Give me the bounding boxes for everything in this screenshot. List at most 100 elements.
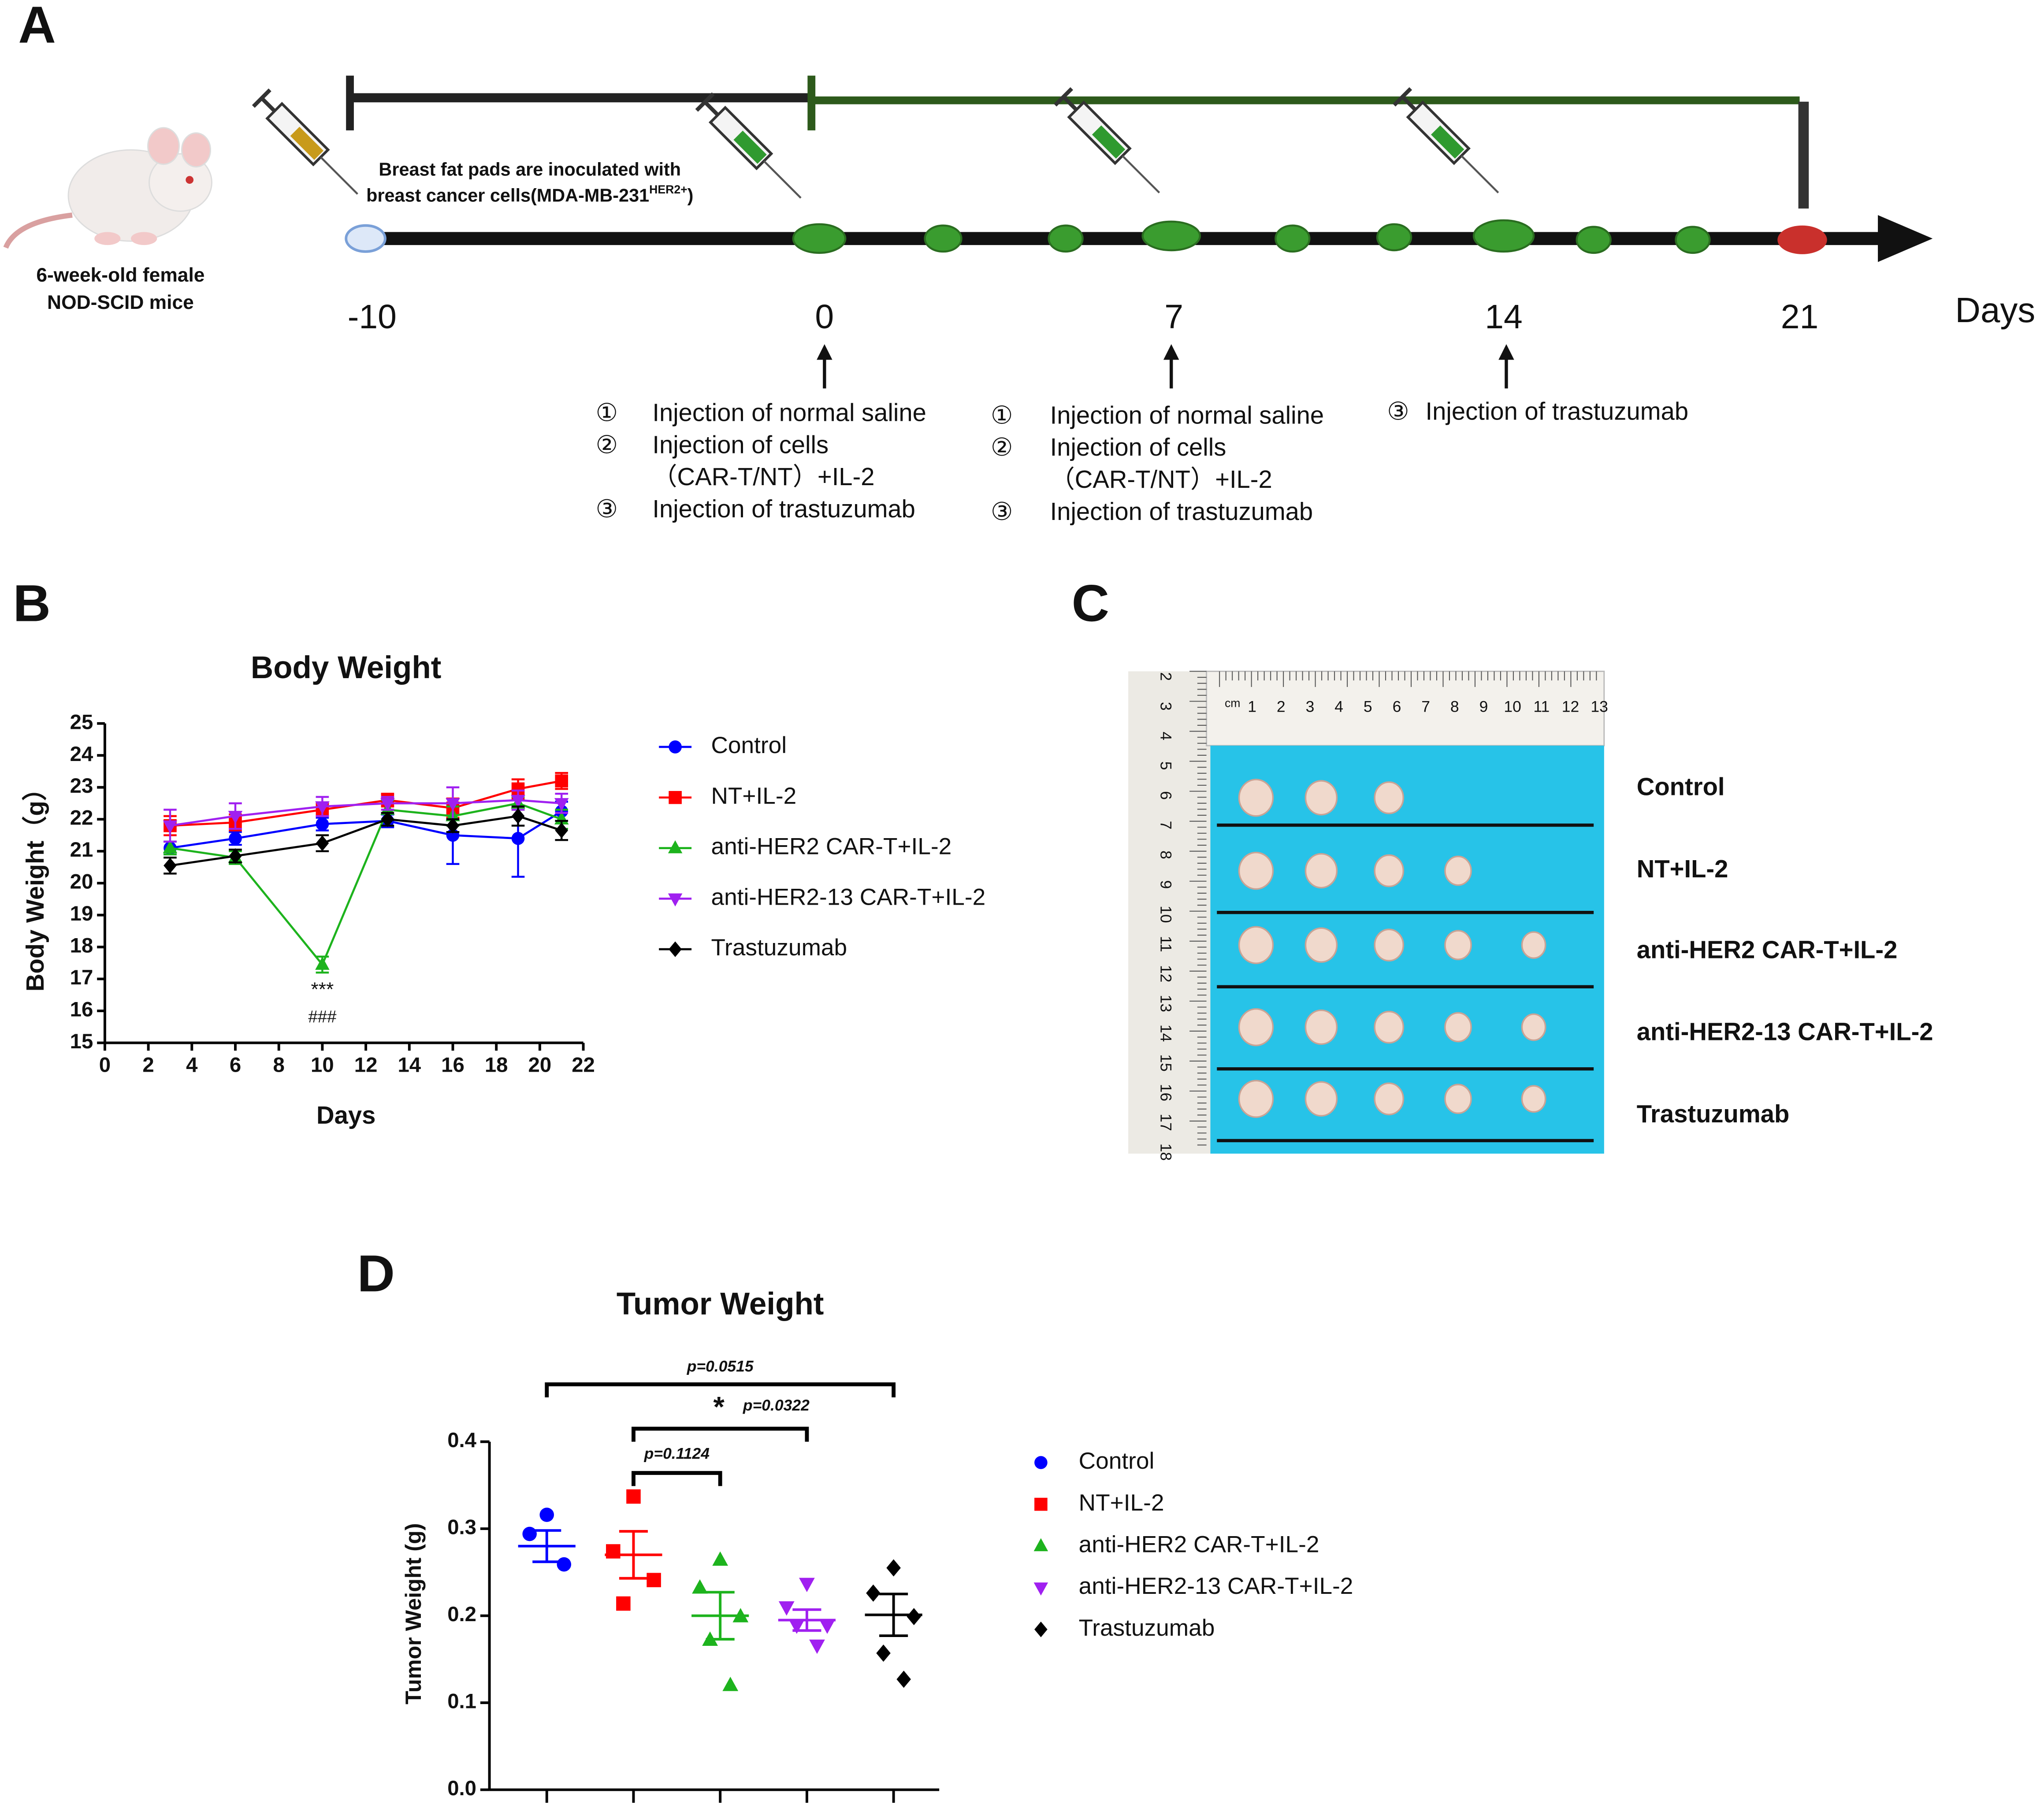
ruler-number: 13 [1591, 698, 1608, 716]
marker [907, 1608, 922, 1626]
tumor-photo [1128, 670, 1605, 1154]
syringe-fluid [733, 130, 767, 164]
marker [1033, 1538, 1048, 1552]
marker [555, 774, 569, 788]
marker [316, 817, 329, 831]
step-text: Injection of cells [652, 431, 829, 458]
step-number: ① [596, 399, 618, 427]
ruler-number: 15 [1157, 1054, 1175, 1071]
inoculation-note: breast cancer cells(MDA-MB-231HER2+) [366, 183, 693, 206]
syringe [252, 88, 358, 195]
syringe-handle [1054, 87, 1074, 107]
syringe-fluid [290, 126, 323, 160]
marker [1034, 1456, 1048, 1469]
sem-bar [706, 1591, 735, 1641]
ruler-number: 11 [1533, 698, 1550, 716]
y-tick-label: 24 [70, 743, 93, 766]
marker [1033, 1582, 1048, 1596]
significance-bracket [632, 1426, 809, 1442]
ruler-number: 13 [1157, 995, 1175, 1012]
tumor [1238, 926, 1274, 964]
panel-label: A [18, 0, 56, 54]
marker [722, 1677, 739, 1691]
step-text: （CAR-T/NT）+IL-2 [1050, 465, 1272, 493]
y-tick-label: 20 [70, 870, 93, 894]
ruler-number: 6 [1157, 791, 1175, 800]
ruler-number: 10 [1504, 698, 1521, 716]
syringe [1054, 87, 1160, 193]
syringe-needle [763, 160, 802, 199]
y-tick-label: 17 [70, 966, 93, 989]
tumor [1444, 855, 1472, 886]
step-number: ② [596, 431, 618, 458]
ruler-number: 3 [1306, 698, 1315, 716]
ruler-number: 2 [1157, 672, 1175, 681]
legend-label: NT+IL-2 [711, 783, 796, 809]
ruler-number: 12 [1562, 698, 1579, 716]
step-text: Injection of trastuzumab [1050, 497, 1313, 525]
legend-label: anti-HER2-13 CAR-T+IL-2 [1079, 1573, 1353, 1599]
ruler-number: 8 [1157, 850, 1175, 859]
syringe-handle [695, 92, 715, 112]
syringes [252, 87, 1499, 199]
x-tick-label: 6 [230, 1053, 241, 1077]
marker [692, 1579, 708, 1594]
marker [669, 791, 682, 804]
chart-title: Tumor Weight [617, 1287, 824, 1322]
marker [886, 1559, 901, 1577]
days-unit: Days [1955, 290, 2035, 330]
step-arrowhead [817, 344, 832, 360]
ruler-number: 5 [1364, 698, 1372, 716]
marker [511, 794, 525, 808]
y-tick-label: 23 [70, 774, 93, 798]
y-tick-label: 16 [70, 998, 93, 1021]
legend-label: Trastuzumab [711, 935, 847, 961]
marker [554, 798, 569, 811]
start-point [345, 224, 387, 253]
x-tick-label: 10 [311, 1053, 334, 1077]
significance-star: * [714, 1391, 725, 1423]
tumor [1304, 853, 1338, 889]
legend-label: anti-HER2 CAR-T+IL-2 [1079, 1531, 1319, 1557]
y-tick-label: 0.2 [447, 1603, 476, 1626]
syringe-plunger [703, 100, 719, 117]
tumor [1444, 1012, 1472, 1043]
y-tick-label: 19 [70, 902, 93, 925]
tumor [1304, 780, 1338, 816]
x-tick-label: 14 [398, 1053, 421, 1077]
tumor [1374, 1082, 1405, 1116]
ruler-number: 14 [1157, 1025, 1175, 1042]
rulers: cm 1 2 3 4 5 6 7 8 9 10 11 12 13234567891011121314151… [1157, 671, 1608, 1161]
syringe-fluid [1092, 125, 1126, 159]
marker [380, 798, 395, 811]
x-tick-label: 22 [572, 1053, 595, 1077]
ruler-unit: cm [1225, 696, 1240, 709]
day-label: -10 [348, 298, 397, 336]
x-tick-label: 8 [273, 1053, 285, 1077]
legend-label: Control [711, 732, 787, 758]
step-notes: ① Injection of normal saline ② Injection of… [596, 344, 1688, 525]
marker [557, 1557, 572, 1572]
syringe-needle [320, 156, 358, 195]
step-text: Injection of cells [1050, 433, 1226, 461]
y-tick-label: 21 [70, 838, 93, 861]
marker [819, 1619, 835, 1634]
marker [876, 1645, 891, 1662]
tumor [1374, 928, 1405, 962]
annotation: *** [311, 979, 334, 1000]
x-tick-label: 12 [354, 1053, 378, 1077]
row-label: Control [1637, 773, 1725, 801]
inoculation-note: Breast fat pads are inoculated with [379, 159, 681, 179]
ruler-number: 10 [1157, 906, 1175, 923]
row-label: Trastuzumab [1637, 1100, 1790, 1128]
tumor [1444, 1084, 1472, 1114]
marker [778, 1601, 795, 1616]
marker [1034, 1497, 1048, 1511]
day-label: 0 [815, 298, 834, 336]
row-label: anti-HER2 CAR-T+IL-2 [1637, 936, 1898, 963]
ruler-number: 7 [1157, 821, 1175, 830]
step-text: Injection of trastuzumab [652, 495, 915, 523]
step-text: Injection of trastuzumab [1426, 397, 1689, 425]
row-label: anti-HER2-13 CAR-T+IL-2 [1637, 1018, 1933, 1046]
marker [606, 1544, 621, 1559]
